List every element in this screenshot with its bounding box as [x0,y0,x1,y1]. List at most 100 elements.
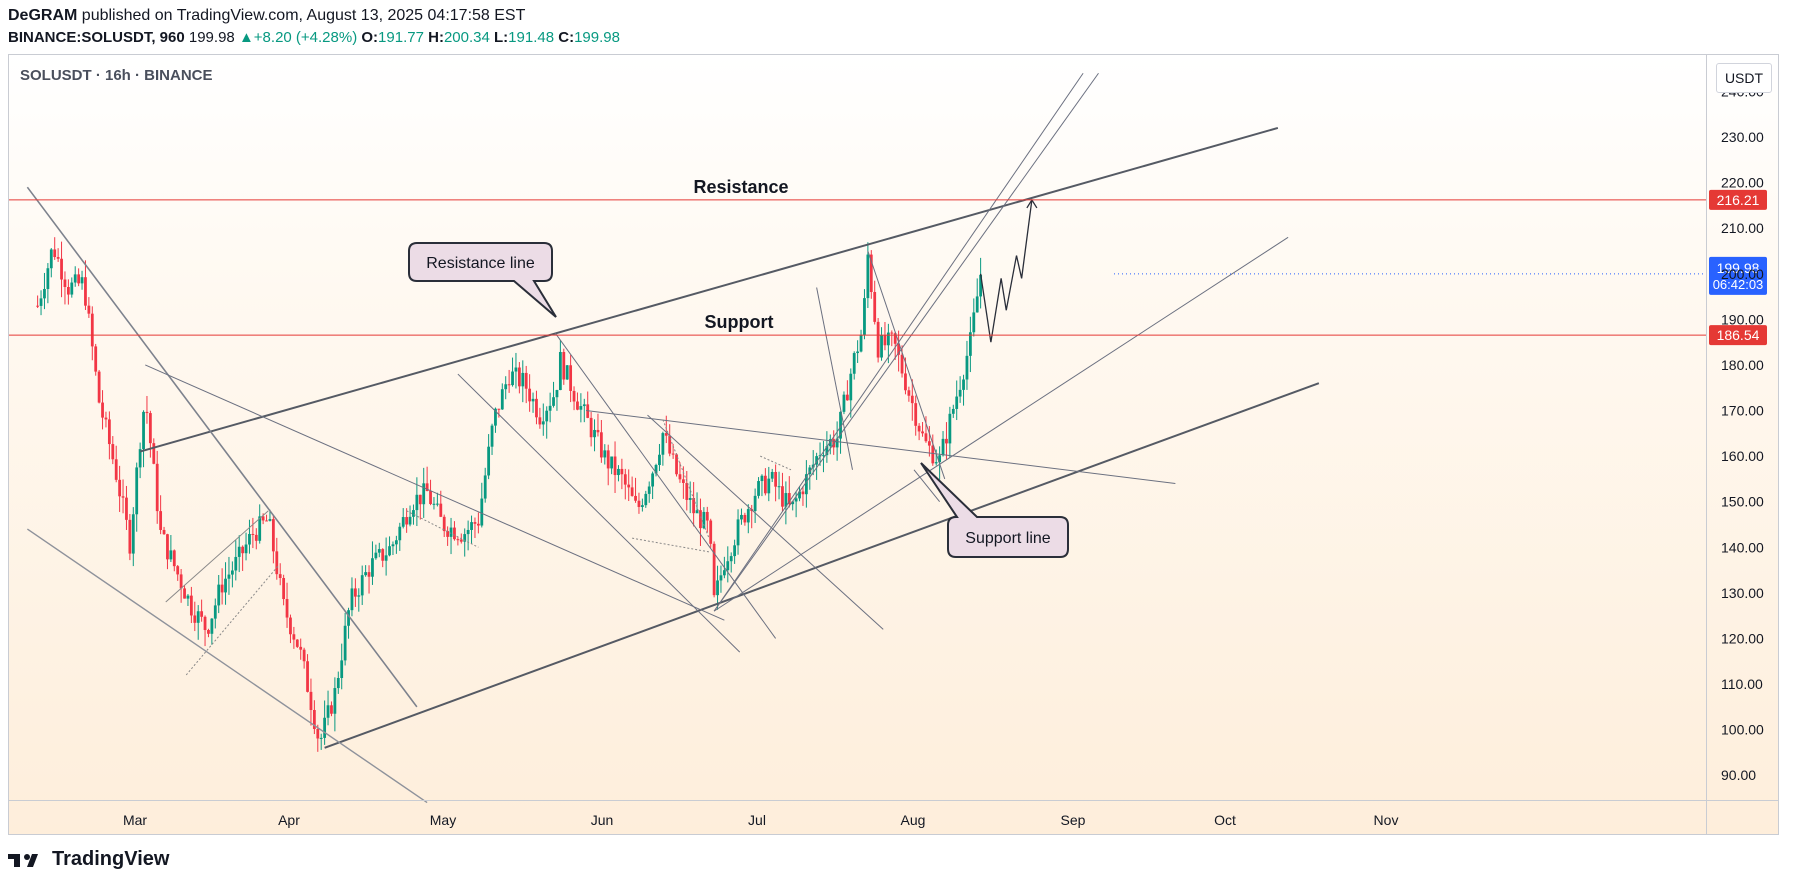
candle-body [825,446,829,456]
candle-body [224,578,227,593]
currency-selector[interactable]: USDT [1716,63,1772,93]
projection-path [979,199,1033,343]
wedge-line-3 [647,414,884,630]
candle-body [114,459,118,480]
candle-body [620,468,624,475]
candle-body [572,390,576,402]
candle-body [736,519,740,546]
candle-body [582,404,586,407]
candle-body [207,630,210,634]
x-tick-label: Jun [591,812,614,828]
candle-body [73,274,77,283]
candle-body [524,372,528,389]
candle-body [893,333,897,344]
candle-body [131,514,135,554]
candle-body [435,503,439,505]
candle-body [507,384,511,386]
candles [36,237,983,752]
candle-body [757,481,760,496]
candle-body [558,352,562,391]
price-chart[interactable]: 216.21 Resistance 186.54 Support 199.9806:42… [9,55,1779,835]
candle-body [148,413,152,444]
candle-body [217,584,221,606]
candle-body [804,474,808,495]
candle-body [466,529,470,535]
y-tick-label: 110.00 [1721,676,1763,692]
candle-body [914,403,918,426]
candle-body [374,552,378,559]
chart-pane[interactable]: 216.21 Resistance 186.54 Support 199.98 06:42… [8,54,1779,835]
candle-body [422,483,426,505]
candle-body [845,394,849,401]
candle-body [934,462,938,464]
author-name[interactable]: DeGRAM [8,7,78,24]
candle-body [316,728,320,739]
candle-body [681,479,685,483]
candle-body [162,529,166,535]
candle-body [118,479,122,497]
candle-body [90,313,94,347]
candle-body [948,413,952,444]
y-tick-label: 190.00 [1721,311,1764,327]
candle-body [193,615,197,623]
candle-body [822,455,825,457]
high-label: H: [428,29,444,46]
candle-body [630,487,634,496]
candle-body [172,550,176,567]
resistance-label: Resistance [693,177,788,197]
y-tick-label: 140.00 [1721,539,1764,555]
candle-body [227,574,231,579]
candle-body [770,471,774,479]
candle-body [169,550,173,560]
candle-body [504,384,508,390]
wedge-line-2 [867,250,946,480]
candle-body [425,483,429,491]
candle-body [210,618,214,634]
candle-body [138,449,142,468]
candle-body [442,516,446,532]
low-label: L: [494,29,509,46]
tradingview-brand[interactable]: TradingView [52,848,170,870]
candle-body [968,332,972,356]
candle-body [962,379,965,390]
candle-body [777,486,781,488]
candle-body [685,482,689,500]
candle-body [941,438,945,456]
candle-body [179,574,183,589]
candle-body [709,520,713,544]
candle-body [39,298,43,306]
fan-line-2 [713,72,1099,612]
candle-body [285,599,289,618]
candle-body [664,433,668,436]
candle-body [453,527,456,540]
lower-channel-line [26,528,428,804]
candle-body [794,498,798,502]
close-label: C: [558,29,575,46]
low-value: 191.48 [508,29,555,46]
x-tick-label: Aug [901,812,926,828]
candle-body [312,710,316,729]
y-tick-label: 150.00 [1721,494,1764,510]
symbol-label: BINANCE:SOLUSDT, 960 [8,29,185,46]
candle-body [415,494,419,511]
candle-body [637,500,641,507]
candle-body [746,509,750,523]
candle-body [886,332,890,346]
candle-body [818,455,822,457]
candle-body [244,544,248,554]
candle-body [658,454,661,466]
candle-body [292,634,296,640]
candle-body [135,467,139,515]
candle-body [856,351,860,354]
ohlc-legend: BINANCE:SOLUSDT, 960 199.98 ▲+8.20 (+4.2… [8,29,620,46]
dotted-flag-upper [165,510,269,603]
candle-body [917,425,921,432]
y-tick-label: 220.00 [1721,175,1764,191]
candle-body [111,444,115,460]
candle-body [357,595,361,597]
open-value: 191.77 [378,29,424,46]
current-price-tag [1709,256,1767,295]
candle-body [166,534,169,560]
candle-body [726,561,730,571]
y-tick-label: 230.00 [1721,129,1764,145]
